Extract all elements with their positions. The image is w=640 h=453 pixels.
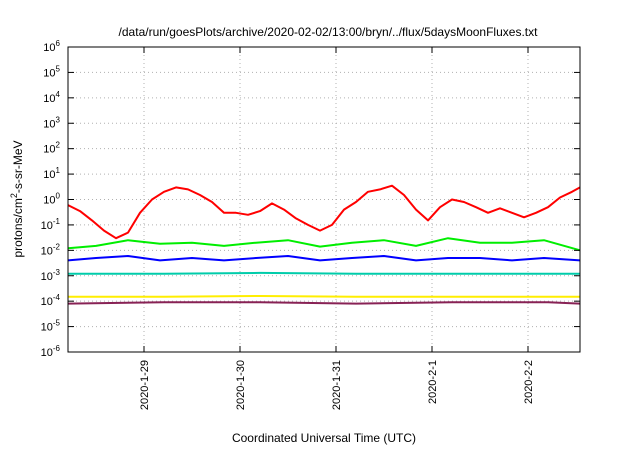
y-tick-exp: 5 — [56, 64, 61, 73]
series-line-0 — [67, 184, 581, 240]
y-tick-label: 105 — [43, 64, 60, 79]
y-tick-base: 10 — [43, 169, 55, 181]
y-axis-label: protons/cm2-s-sr-MeV — [9, 140, 25, 257]
y-axis-label-sup: 2 — [9, 193, 19, 198]
y-tick-base: 10 — [43, 93, 55, 105]
y-tick-exp: 1 — [56, 166, 61, 175]
x-tick-label: 2020-2-1 — [427, 360, 439, 404]
y-tick-base: 10 — [41, 271, 53, 283]
x-axis: 2020-1-29 2020-1-30 2020-1-31 2020-2-1 2020-… — [139, 47, 535, 410]
y-tick-exp: -1 — [53, 217, 61, 226]
grid — [68, 47, 580, 352]
y-tick-base: 10 — [41, 296, 53, 308]
y-tick-base: 10 — [43, 67, 55, 79]
y-tick-label: 104 — [43, 90, 60, 105]
y-tick-exp: -2 — [53, 242, 61, 251]
y-tick-exp: 0 — [56, 192, 61, 201]
y-tick-base: 10 — [43, 118, 55, 130]
y-tick-exp: 4 — [56, 90, 61, 99]
y-tick-exp: 2 — [56, 141, 61, 150]
series-line-5 — [67, 301, 581, 305]
y-axis: 10-610-510-410-310-210-11001011021031041… — [41, 39, 580, 359]
y-tick-base: 10 — [41, 220, 53, 232]
y-tick-exp: -3 — [53, 268, 61, 277]
y-tick-label: 103 — [43, 115, 60, 130]
y-tick-label: 10-2 — [41, 242, 61, 257]
y-tick-label: 101 — [43, 166, 60, 181]
series-line-3 — [68, 271, 580, 275]
y-tick-label: 106 — [43, 39, 60, 54]
y-tick-base: 10 — [41, 347, 53, 359]
y-tick-base: 10 — [43, 42, 55, 54]
y-tick-label: 102 — [43, 141, 60, 156]
x-tick-label: 2020-2-2 — [523, 360, 535, 404]
y-tick-base: 10 — [43, 195, 55, 207]
y-tick-base: 10 — [41, 245, 53, 257]
series-layer — [67, 184, 581, 305]
chart-title: /data/run/goesPlots/archive/2020-02-02/1… — [119, 25, 539, 39]
x-tick-label: 2020-1-31 — [331, 360, 343, 410]
y-tick-base: 10 — [41, 322, 53, 334]
series-line-1 — [67, 237, 581, 252]
series-line-4 — [68, 295, 580, 298]
series-line-2 — [67, 255, 581, 262]
y-tick-label: 100 — [43, 192, 60, 207]
y-tick-exp: -5 — [53, 319, 61, 328]
y-tick-label: 10-1 — [41, 217, 61, 232]
y-tick-base: 10 — [43, 144, 55, 156]
x-tick-label: 2020-1-30 — [235, 360, 247, 410]
y-axis-label-pre: protons/cm — [11, 198, 25, 257]
y-tick-exp: 3 — [56, 115, 61, 124]
y-tick-exp: -4 — [53, 293, 61, 302]
y-tick-label: 10-5 — [41, 319, 61, 334]
y-tick-exp: -6 — [53, 344, 61, 353]
y-tick-label: 10-4 — [41, 293, 61, 308]
x-tick-label: 2020-1-29 — [139, 360, 151, 410]
y-axis-label-post: -s-sr-MeV — [11, 140, 25, 193]
y-tick-label: 10-3 — [41, 268, 61, 283]
y-tick-exp: 6 — [56, 39, 61, 48]
x-axis-label: Coordinated Universal Time (UTC) — [232, 431, 416, 445]
y-tick-label: 10-6 — [41, 344, 61, 359]
